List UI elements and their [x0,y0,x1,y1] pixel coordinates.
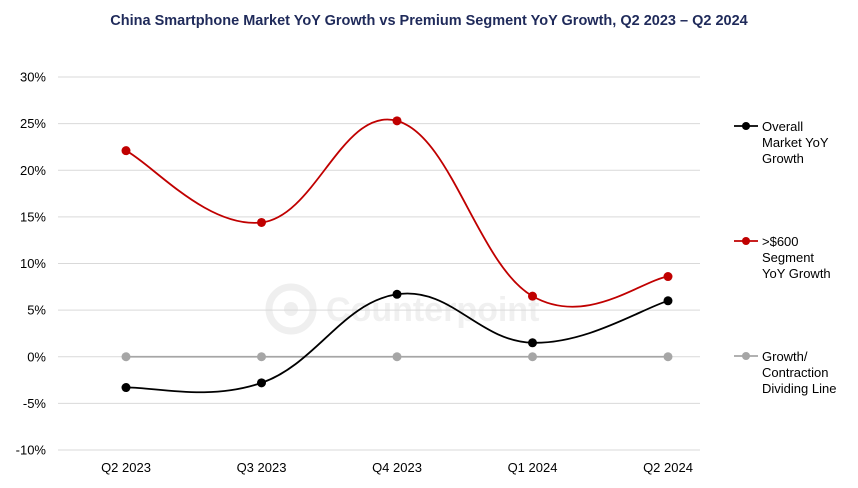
legend-item: Overall Market YoY Growth [734,119,829,166]
legend-label-line: Overall [762,119,803,134]
x-tick-label: Q2 2023 [101,460,151,475]
data-point [663,272,673,282]
data-point [392,352,402,362]
legend-label-line: Contraction [762,365,828,380]
legend-item: Growth/Contraction Dividing Line [734,349,836,396]
data-point [257,378,266,388]
legend-label-line: >$600 [762,234,799,249]
data-point [121,146,131,156]
data-point [528,352,537,362]
legend-label: Overall Market YoY Growth [762,119,829,166]
series-line [125,118,669,308]
y-tick-label: 10% [20,256,46,271]
x-tick-label: Q4 2023 [372,460,422,475]
legend-label-line: Dividing Line [762,381,836,396]
gridlines [58,76,700,451]
y-tick-label: 25% [20,116,46,131]
x-axis-ticks: Q2 2023 Q3 2023 Q4 2023 Q1 2024 Q2 2024 [101,460,693,475]
x-tick-label: Q1 2024 [508,460,558,475]
data-point [528,338,537,348]
data-point [257,352,266,362]
legend-label-line: YoY Growth [762,266,831,281]
y-tick-label: 15% [20,209,46,224]
series-1 [121,116,673,308]
counterpoint-logo-icon [265,283,317,335]
data-point [392,116,402,126]
series-2 [121,352,673,362]
data-point [528,291,537,301]
data-point [663,352,673,362]
legend-label: Growth/Contraction Dividing Line [762,349,836,396]
data-point [121,383,131,393]
plot-area [121,116,673,394]
y-tick-label: -5% [23,396,47,411]
legend-label-line: Growth/ [762,349,808,364]
legend-label-line: Growth [762,151,804,166]
chart-title: China Smartphone Market YoY Growth vs Pr… [110,13,747,29]
legend-marker [742,237,750,245]
legend: Overall Market YoY Growth >$600 Segment YoY G… [734,119,836,396]
series-0 [121,289,673,394]
legend-item: >$600 Segment YoY Growth [734,234,831,281]
y-tick-label: 0% [27,349,46,364]
y-tick-label: 5% [27,303,46,318]
legend-marker [742,122,750,130]
y-tick-label: 20% [20,163,46,178]
data-point [663,296,673,306]
data-point [392,289,402,299]
legend-label-line: Segment [762,250,814,265]
data-point [257,217,266,227]
data-point [121,352,131,362]
y-axis-ticks: 30% 25% 20% 15% 10% 5% 0% -5% -10% [16,70,47,458]
legend-marker [742,352,750,360]
x-tick-label: Q3 2023 [237,460,287,475]
x-tick-label: Q2 2024 [643,460,693,475]
legend-label: >$600 Segment YoY Growth [762,234,831,281]
y-tick-label: 30% [20,70,46,85]
y-tick-label: -10% [16,443,47,458]
legend-label-line: Market YoY [762,135,829,150]
